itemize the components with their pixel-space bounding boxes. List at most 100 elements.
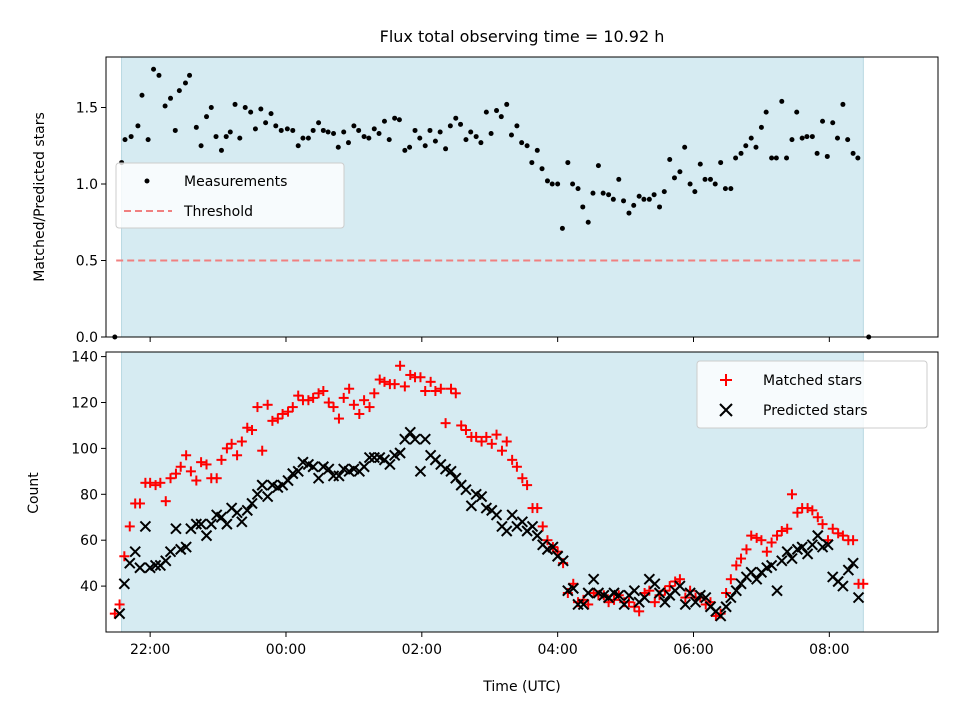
predicted-star-point [307, 461, 319, 473]
predicted-star-point [200, 529, 213, 542]
matched-star-point [145, 477, 156, 488]
matched-star-point [257, 445, 268, 456]
measurement-point [565, 160, 571, 166]
matched-star-point [725, 574, 736, 585]
measurement-point [610, 196, 616, 202]
measurement-point [707, 176, 713, 182]
measurement-point [769, 155, 775, 161]
matched-star-point [232, 450, 243, 461]
matched-star-point [323, 397, 334, 408]
measurement-point [139, 92, 145, 98]
predicted-star-point [118, 578, 131, 590]
measurement-point [396, 117, 402, 123]
matched-star-point [359, 395, 370, 406]
measurement-point [162, 103, 168, 109]
measurement-point [621, 198, 627, 204]
predicted-star-point [526, 520, 539, 533]
measurement-point [646, 196, 652, 202]
predicted-star-point [450, 472, 462, 484]
measurement-point [519, 140, 525, 146]
measurement-point [626, 210, 632, 216]
measurement-point [198, 143, 204, 149]
measurement-point [682, 144, 688, 150]
measurement-point [697, 161, 703, 167]
measurement-point [447, 123, 453, 129]
predicted-star-point [516, 516, 529, 528]
matched-star-point [344, 383, 355, 394]
matched-star-point [456, 420, 467, 431]
top-axes-frame [105, 56, 939, 338]
predicted-star-point [679, 598, 692, 611]
measurement-point [671, 175, 677, 181]
matched-star-point [236, 436, 247, 447]
predicted-star-point [700, 591, 712, 604]
matched-star-point [313, 388, 324, 399]
predicted-star-point [399, 433, 411, 445]
measurement-point [407, 144, 413, 150]
legend-measurement-marker [144, 178, 150, 184]
measurement-point [376, 131, 382, 137]
measurement-point [168, 95, 174, 101]
predicted-star-point [822, 539, 834, 551]
predicted-star-point [236, 516, 248, 528]
matched-star-point [216, 454, 227, 465]
matched-star-point [507, 454, 518, 465]
predicted-star-point [129, 545, 141, 558]
matched-star-point [782, 523, 793, 534]
top-panel: 0.0 0.5 1.0 1.5 Flux total observing time =… [32, 27, 939, 346]
matched-star-point [150, 480, 161, 491]
bottom-panel: 40 60 80 100 120 140 22:00 00:00 02:00 04:00 06:0… [26, 350, 939, 695]
measurement-point [427, 127, 433, 133]
measurement-point [453, 115, 459, 121]
predicted-star-point [394, 447, 406, 459]
y-tick-label: 80 [80, 487, 98, 503]
matched-star-point [242, 422, 253, 433]
predicted-star-point [745, 566, 757, 579]
measurement-point [213, 134, 219, 140]
matched-star-point [511, 461, 522, 472]
measurement-point [636, 193, 642, 199]
matched-star-point [348, 399, 359, 410]
measurement-point [743, 143, 749, 149]
matched-star-point [165, 473, 176, 484]
predicted-star-point [613, 589, 625, 601]
matched-star-point [827, 523, 838, 534]
predicted-star-point [261, 490, 274, 503]
measurement-point [773, 155, 779, 161]
matched-star-point [369, 388, 380, 399]
matched-star-point [293, 390, 304, 401]
matched-star-point [751, 532, 762, 543]
measurement-point [345, 140, 351, 146]
measurement-point [386, 137, 392, 143]
measurement-point [218, 147, 224, 153]
measurement-point [657, 204, 663, 210]
predicted-star-point [160, 555, 172, 567]
predicted-star-point [501, 525, 513, 537]
matched-star-point [812, 512, 823, 523]
measurement-point [341, 129, 347, 135]
matched-star-point [308, 392, 319, 403]
matched-star-point [486, 438, 497, 449]
x-axis-label: Time (UTC) [482, 679, 560, 695]
predicted-star-point [506, 509, 518, 521]
measurement-point [422, 143, 428, 149]
matched-star-point [517, 473, 528, 484]
y-tick-label: 1.0 [76, 177, 98, 193]
matched-star-point [185, 466, 196, 477]
measurement-point [799, 135, 805, 141]
matched-star-point [415, 372, 426, 383]
matched-star-point [491, 429, 502, 440]
predicted-star-point [215, 511, 228, 523]
measurement-point [402, 147, 408, 153]
measurement-point [651, 192, 657, 198]
measurement-point [432, 138, 438, 144]
matched-star-point [399, 381, 410, 392]
predicted-star-point [333, 470, 345, 482]
measurement-point [616, 176, 622, 182]
bottom-y-axis-ticks: 40 60 80 100 120 140 [71, 350, 106, 595]
predicted-star-point [852, 591, 865, 604]
predicted-star-point [445, 465, 457, 478]
matched-star-point [389, 379, 400, 390]
measurement-point [814, 150, 820, 156]
matched-star-point [277, 408, 288, 419]
